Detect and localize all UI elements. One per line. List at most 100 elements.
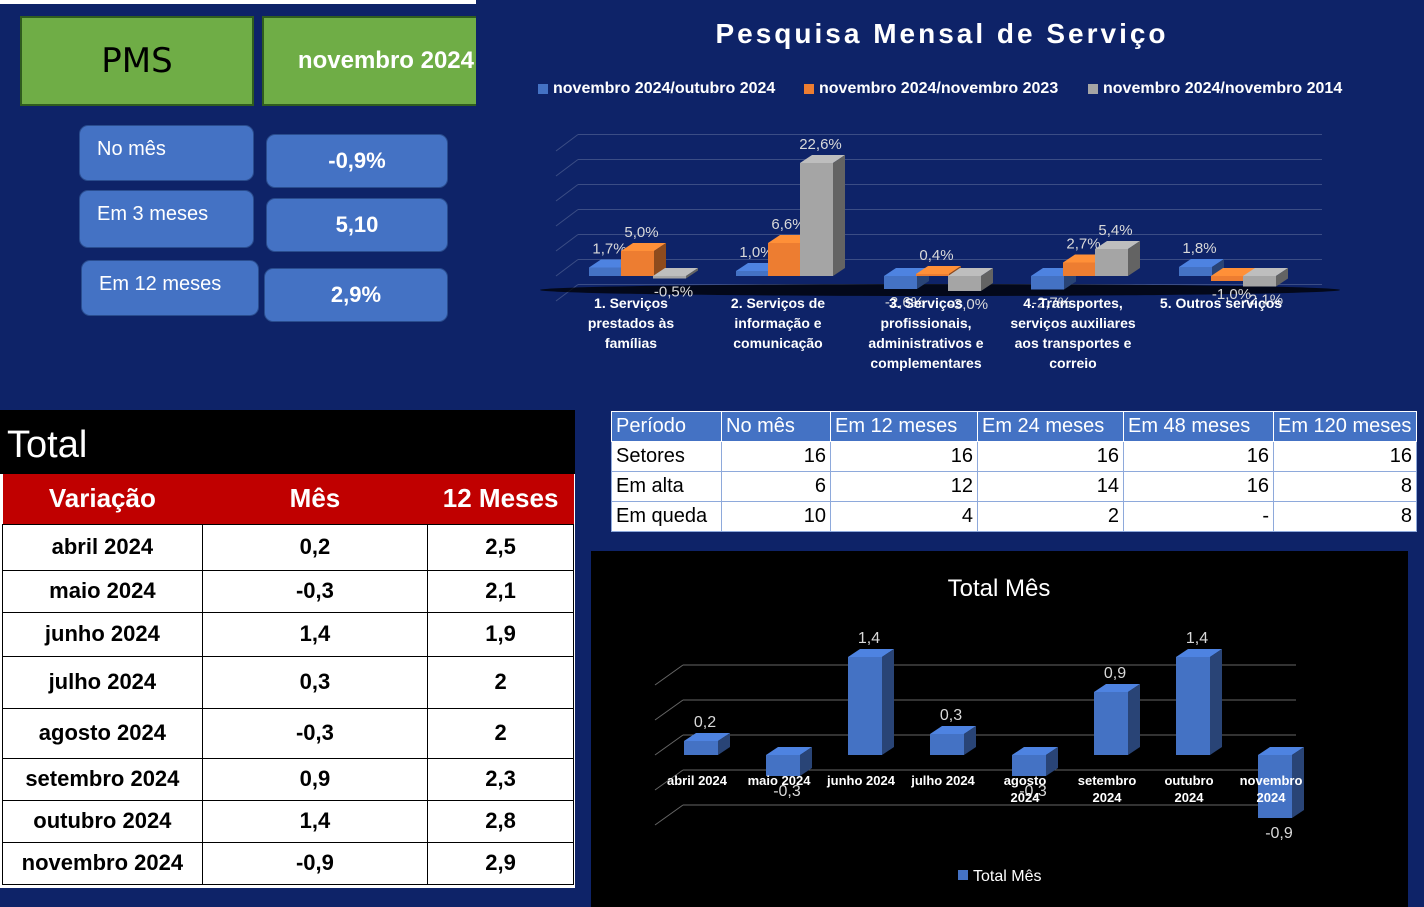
sectors-header-periodo: Período — [611, 411, 722, 442]
bar-1-series-2 — [621, 243, 666, 276]
data-label: -0,5% — [654, 284, 693, 301]
category-label: famílias — [605, 335, 657, 351]
row-month-value: 1,4 — [201, 611, 429, 657]
bar-side — [882, 649, 894, 755]
row-12-months-value: 2,1 — [427, 569, 574, 613]
sector-cell: 16 — [977, 441, 1124, 472]
bar-side — [1212, 259, 1224, 276]
legend-series-2: novembro 2024/novembro 2023 — [804, 80, 1058, 98]
row-12-months-value: 2 — [427, 707, 574, 759]
bar-front — [1012, 755, 1046, 776]
kpi-value-12-months: 2,9% — [264, 268, 448, 322]
bar-front — [1095, 249, 1128, 276]
bar-top — [1258, 747, 1304, 755]
bar-side — [1046, 747, 1058, 776]
table-row: novembro 2024 -0,9 2,9 — [2, 841, 574, 885]
sectors-header-24-meses: Em 24 meses — [977, 411, 1124, 442]
category-label: complementares — [870, 355, 981, 371]
total-bar-7 — [1176, 649, 1222, 755]
legend-series-3: novembro 2024/novembro 2014 — [1088, 80, 1342, 98]
gridline-depth — [555, 259, 579, 277]
bar-1-series-3 — [653, 268, 698, 279]
category-label: 2024 — [1093, 790, 1123, 805]
legend-swatch — [1088, 84, 1098, 94]
reference-month-tile: novembro 2024 — [262, 16, 476, 106]
category-label: maio 2024 — [748, 773, 812, 788]
services-bar-chart: 1,7%5,0% -0,5%1. Serviços prestados às famí… — [540, 134, 1340, 371]
bar-side — [718, 733, 730, 755]
total-month-chart-panel: Total Mês 0,2 abril 2024 -0,3 maio 2024 1,4 ju… — [591, 551, 1408, 907]
bar-top — [1095, 241, 1140, 249]
sector-cell: 4 — [830, 501, 978, 532]
kpi-label-12-months: Em 12 meses — [81, 260, 259, 316]
bar-side — [981, 268, 993, 291]
row-month-value: 0,3 — [201, 655, 429, 709]
sector-cell: - — [1123, 501, 1274, 532]
bar-5-series-1 — [1179, 259, 1224, 276]
row-month: novembro 2024 — [2, 841, 203, 885]
sector-row-label: Em alta — [611, 471, 722, 502]
table-row: agosto 2024 -0,3 2 — [2, 707, 574, 759]
bar-front — [684, 741, 718, 755]
row-12-months-value: 2,5 — [427, 523, 574, 571]
top-border — [0, 0, 476, 4]
bar-side — [1276, 268, 1288, 287]
data-label: -2,1% — [1244, 292, 1283, 309]
table-row: Setores 16 16 16 16 16 — [611, 441, 1417, 472]
data-label: 0,3 — [940, 707, 962, 724]
gridline-depth — [555, 209, 579, 227]
legend-series-2-label: novembro 2024/novembro 2023 — [819, 80, 1059, 97]
data-label: 0,2 — [694, 714, 716, 731]
row-month-value: 1,4 — [201, 799, 429, 843]
legend-series-3-label: novembro 2024/novembro 2014 — [1103, 80, 1343, 97]
bar-5-series-3 — [1243, 268, 1288, 287]
kpi-label-month: No mês — [79, 125, 254, 181]
category-label: agosto — [1004, 773, 1047, 788]
category-label: profissionais, — [880, 315, 971, 331]
row-month-value: 0,2 — [201, 523, 429, 571]
bar-side — [964, 726, 976, 755]
total-header-mes: Mês — [202, 474, 428, 524]
total-bar-6 — [1094, 684, 1140, 755]
bar-side — [654, 243, 666, 276]
sector-cell: 16 — [1123, 441, 1274, 472]
gridline-depth — [555, 184, 579, 202]
total-table-panel: Total Variação Mês 12 Meses abril 2024 0,… — [0, 410, 575, 888]
data-label: -2,6% — [885, 294, 924, 311]
bar-top — [1012, 747, 1058, 755]
bar-side — [1210, 649, 1222, 755]
bar-front — [930, 734, 964, 755]
row-month: julho 2024 — [2, 655, 203, 709]
category-label: junho 2024 — [826, 773, 896, 788]
category-label: setembro — [1078, 773, 1137, 788]
bar-side — [800, 747, 812, 776]
bar-top — [1094, 684, 1140, 692]
bar-top — [948, 268, 993, 276]
bar-front — [800, 163, 833, 276]
data-label: -0,3 — [1019, 783, 1047, 800]
data-label: 22,6% — [799, 136, 842, 153]
legend-label: Total Mês — [973, 868, 1041, 885]
sector-cell: 8 — [1273, 501, 1417, 532]
data-label: 6,6% — [771, 216, 805, 233]
data-label: 5,0% — [624, 224, 658, 241]
bar-front — [1179, 267, 1212, 276]
bar-front — [621, 251, 654, 276]
row-month: abril 2024 — [2, 523, 203, 571]
pms-tile: PMS — [20, 16, 254, 106]
table-row: outubro 2024 1,4 2,8 — [2, 799, 574, 843]
sector-cell: 16 — [1123, 471, 1274, 502]
bar-top — [1176, 649, 1222, 657]
bar-top — [1211, 268, 1256, 276]
bar-front — [653, 276, 686, 279]
kpi-value-month: -0,9% — [266, 134, 448, 188]
gridline-depth — [654, 804, 684, 826]
legend-series-1: novembro 2024/outubro 2024 — [538, 80, 775, 98]
category-label: serviços auxiliares — [1010, 315, 1136, 331]
gridline-depth — [654, 699, 684, 721]
bar-top — [1243, 268, 1288, 276]
bar-front — [848, 657, 882, 755]
gridline-depth — [555, 284, 579, 302]
bar-top — [848, 649, 894, 657]
bar-front — [1211, 276, 1244, 281]
